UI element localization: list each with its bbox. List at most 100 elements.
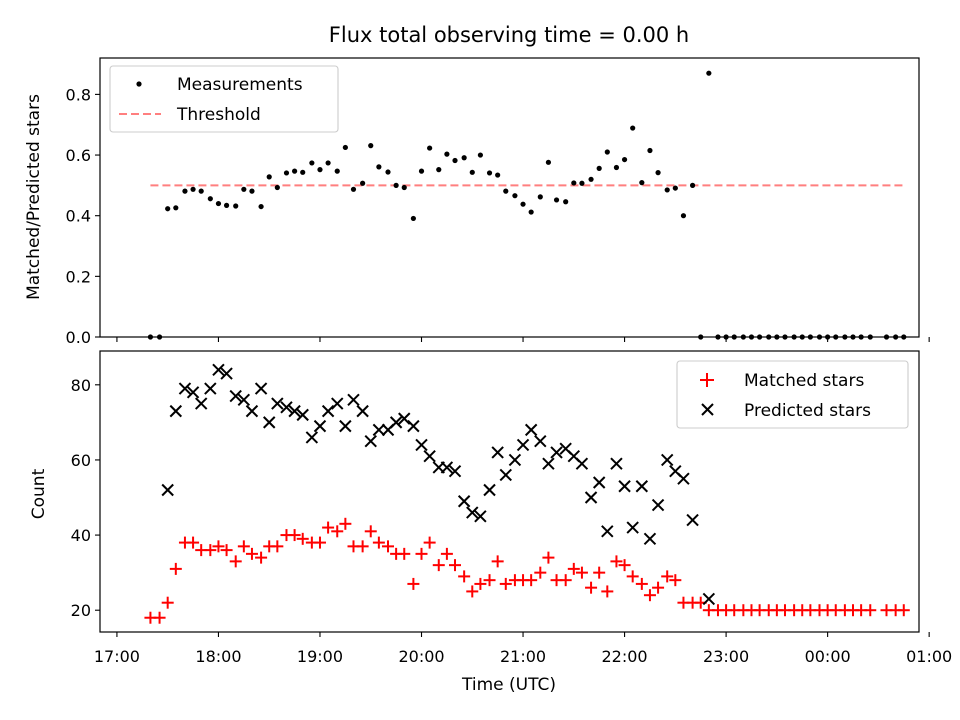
matched-star-point: [483, 574, 496, 587]
matched-star-point: [398, 547, 411, 560]
predicted-star-point: [245, 404, 259, 418]
predicted-star-point: [339, 419, 352, 433]
predicted-star-point: [372, 423, 386, 437]
x-tick-label: 00:00: [805, 647, 851, 666]
predicted-star-point: [212, 363, 225, 376]
predicted-star-point: [618, 480, 631, 493]
measurement-point: [461, 155, 467, 161]
measurement-point: [571, 180, 577, 186]
matched-star-point: [423, 536, 436, 549]
predicted-star-point: [347, 393, 360, 407]
matched-star-point: [271, 540, 284, 553]
matched-star-point: [364, 525, 377, 538]
measurement-point: [604, 149, 610, 155]
matched-star-point: [212, 540, 225, 553]
x-tick-label: 21:00: [500, 647, 546, 666]
matched-star-point: [372, 536, 385, 549]
measurement-point: [596, 165, 602, 171]
measurement-point: [469, 169, 475, 175]
predicted-star-point: [584, 491, 598, 504]
bottom-axes-frame: [99, 350, 920, 633]
matched-star-point: [661, 570, 674, 583]
bottom-y-axis-label: Count: [29, 468, 49, 519]
measurement-point: [350, 186, 357, 192]
matched-star-point: [626, 570, 639, 583]
measurement-point: [477, 152, 483, 158]
predicted-star-point: [296, 408, 309, 422]
predicted-star-point: [601, 525, 614, 538]
measurement-point: [630, 125, 636, 131]
predicted-star-point: [356, 404, 369, 418]
predicted-star-point: [508, 453, 522, 467]
predicted-star-point: [550, 446, 563, 459]
matched-star-point: [618, 559, 631, 572]
measurement-point: [647, 147, 653, 154]
predicted-star-point: [229, 389, 242, 403]
matched-star-point: [652, 581, 665, 594]
matched-star-point: [864, 604, 877, 617]
matched-star-point: [542, 551, 555, 564]
matched-star-point: [415, 547, 428, 560]
bottom-marks: [144, 363, 910, 624]
bottom-y-tick-label: 80: [71, 376, 91, 395]
matched-star-point: [339, 517, 352, 530]
measurement-point: [503, 188, 509, 194]
measurement-point: [334, 168, 340, 174]
predicted-star-point: [313, 419, 327, 433]
legend-measurements-label: Measurements: [177, 75, 303, 95]
matched-star-point: [204, 544, 217, 557]
matched-star-point: [525, 574, 538, 587]
measurement-point: [664, 187, 670, 193]
matched-star-point: [356, 540, 369, 553]
top-legend-box: [109, 65, 339, 133]
top-y-tick-label: 0.8: [66, 85, 91, 104]
predicted-star-point: [331, 397, 344, 410]
measurement-point: [317, 167, 323, 173]
predicted-star-point: [178, 382, 192, 395]
top-y-tick-label: 0.4: [66, 207, 91, 226]
measurement-point: [563, 199, 569, 205]
predicted-star-point: [288, 404, 301, 418]
measurement-point: [393, 182, 399, 188]
predicted-star-point: [186, 386, 200, 399]
measurement-point: [173, 205, 179, 211]
matched-star-point: [313, 536, 326, 549]
measurement-point: [342, 144, 348, 151]
matched-star-point: [407, 577, 420, 590]
measurement-point: [588, 176, 594, 182]
matched-star-point: [458, 570, 471, 583]
legend-matched-label: Matched stars: [744, 371, 864, 391]
matched-star-point: [559, 574, 572, 587]
predicted-star-point: [702, 592, 716, 606]
measurement-point: [579, 180, 585, 186]
matched-star-point: [169, 562, 182, 575]
predicted-star-point: [321, 404, 335, 418]
measurement-point: [241, 186, 247, 192]
predicted-star-point: [635, 480, 649, 493]
measurement-point: [495, 172, 501, 178]
predicted-star-point: [398, 412, 411, 425]
measurement-point: [410, 215, 416, 222]
x-tick-label: 18:00: [195, 647, 241, 666]
matched-star-point: [382, 540, 395, 553]
matched-star-point: [296, 532, 309, 545]
predicted-star-point: [516, 438, 530, 452]
matched-star-point: [187, 536, 200, 549]
measurement-point: [639, 180, 645, 186]
bottom-y-tick-label: 20: [71, 601, 91, 620]
measurement-point: [655, 170, 661, 176]
chart-title: Flux total observing time = 0.00 h: [329, 23, 689, 47]
predicted-star-point: [254, 382, 268, 395]
bottom-legend-box: [676, 360, 909, 429]
predicted-star-point: [491, 446, 504, 459]
predicted-star-point: [686, 513, 699, 527]
measurement-point: [233, 203, 239, 209]
predicted-star-point: [237, 393, 251, 407]
measurement-point: [385, 169, 391, 175]
matched-star-point: [593, 566, 606, 579]
measurement-point: [274, 184, 280, 191]
measurement-point: [613, 164, 620, 171]
measurement-point: [249, 188, 255, 194]
top-y-tick-label: 0.0: [66, 328, 91, 347]
bottom-y-tick-label: 40: [71, 526, 91, 545]
